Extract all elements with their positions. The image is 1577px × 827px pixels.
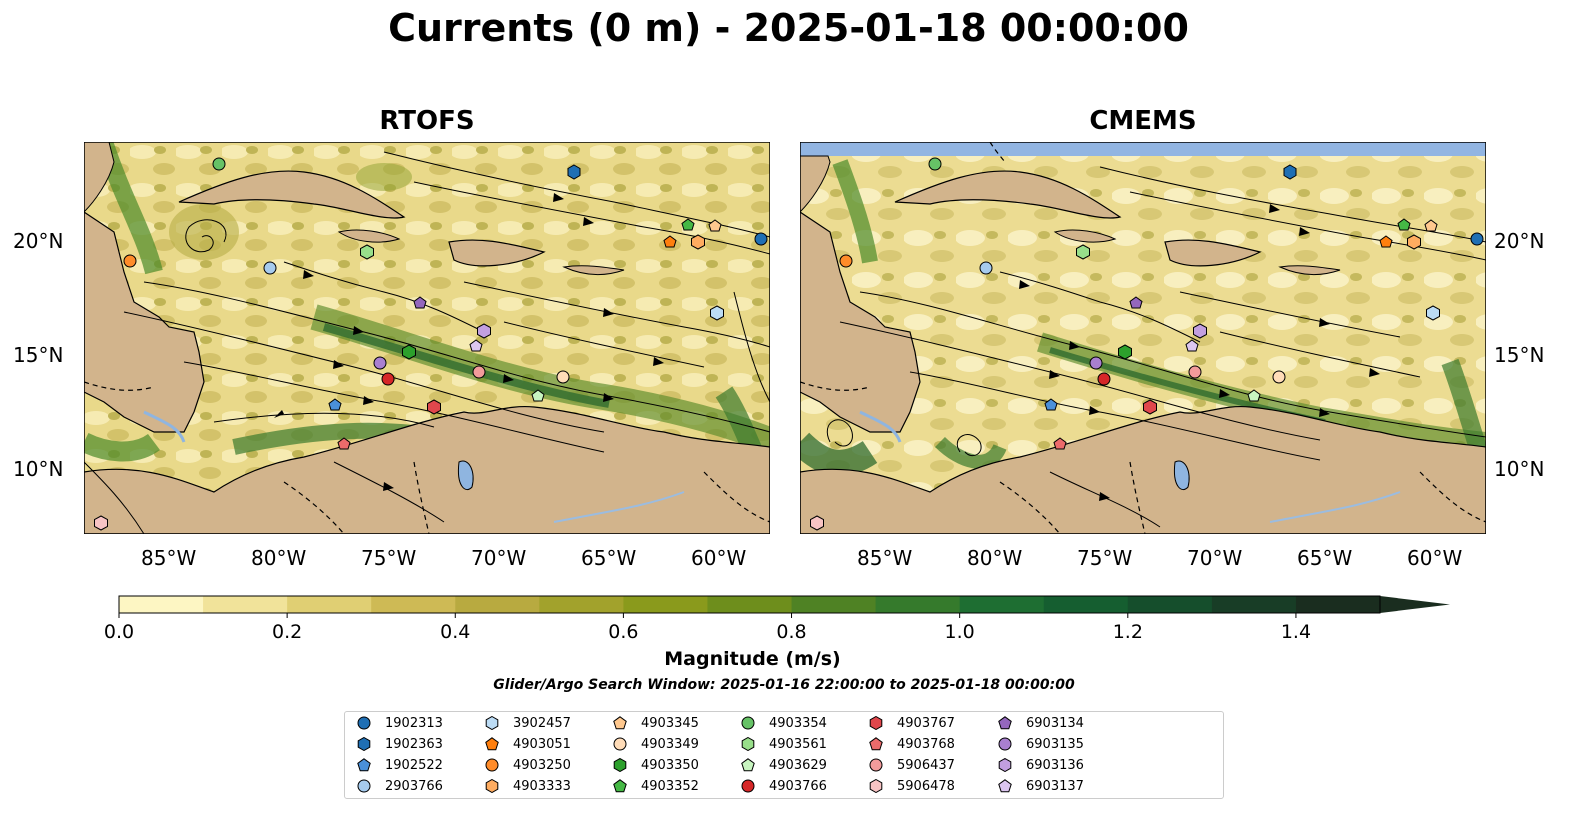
float-legend: 1902313 1902363 1902522 2903766 3902457 49030… xyxy=(344,711,1224,799)
lat-tick-15n-left: 15°N xyxy=(13,343,64,367)
legend-label: 1902313 xyxy=(385,716,443,731)
colorbar-segment xyxy=(707,596,793,613)
legend-label: 6903136 xyxy=(1026,758,1084,773)
legend-label: 4903333 xyxy=(513,779,571,794)
legend-label: 4903345 xyxy=(641,716,699,731)
legend-label: 4903767 xyxy=(897,716,955,731)
pentagon-marker-icon xyxy=(613,779,627,793)
legend-label: 4903349 xyxy=(641,737,699,752)
lat-tick-20n-left: 20°N xyxy=(13,229,64,253)
colorbar-tick-label: 0.8 xyxy=(776,621,807,643)
colorbar-segment xyxy=(287,596,372,613)
colorbar-segment xyxy=(959,596,1045,613)
legend-label: 4903629 xyxy=(769,758,827,773)
legend-label: 4903352 xyxy=(641,779,699,794)
pentagon-marker-icon xyxy=(869,737,883,751)
circle-marker-icon xyxy=(613,737,627,751)
colorbar-tick-label: 0.2 xyxy=(272,621,303,643)
hexagon-marker-icon xyxy=(357,737,371,751)
lat-tick-10n-left: 10°N xyxy=(13,457,64,481)
cmems-current-map xyxy=(800,142,1486,534)
hexagon-marker-icon xyxy=(741,737,755,751)
legend-label: 5906437 xyxy=(897,758,955,773)
colorbar-tick-label: 1.2 xyxy=(1112,621,1143,643)
colorbar-tick-label: 0.0 xyxy=(103,621,135,643)
lat-tick-15n-right: 15°N xyxy=(1494,343,1545,367)
lon-tick-80w-left: 80°W xyxy=(251,546,307,570)
colorbar-segment xyxy=(791,596,877,613)
legend-label: 5906478 xyxy=(897,779,955,794)
figure-title: Currents (0 m) - 2025-01-18 00:00:00 xyxy=(388,6,1189,50)
circle-marker-icon xyxy=(741,779,755,793)
colorbar-tick-label: 0.6 xyxy=(608,621,639,643)
hexagon-marker-icon xyxy=(869,779,883,793)
circle-marker-icon xyxy=(357,716,371,730)
circle-marker-icon xyxy=(869,758,883,772)
legend-label: 6903135 xyxy=(1026,737,1084,752)
legend-label: 1902522 xyxy=(385,758,443,773)
colorbar-extend-arrow xyxy=(1380,596,1450,613)
hexagon-marker-icon xyxy=(485,779,499,793)
hexagon-marker-icon xyxy=(998,758,1012,772)
legend-label: 4903766 xyxy=(769,779,827,794)
colorbar-segment xyxy=(1043,596,1129,613)
circle-marker-icon xyxy=(998,737,1012,751)
circle-marker-icon xyxy=(741,716,755,730)
pentagon-marker-icon xyxy=(613,716,627,730)
cmems-panel-title: CMEMS xyxy=(1089,106,1197,136)
legend-label: 4903354 xyxy=(769,716,827,731)
hexagon-marker-icon xyxy=(485,716,499,730)
legend-label: 6903134 xyxy=(1026,716,1084,731)
colorbar-segment xyxy=(623,596,708,613)
circle-marker-icon xyxy=(357,779,371,793)
colorbar-segment xyxy=(371,596,456,613)
legend-label: 6903137 xyxy=(1026,779,1084,794)
legend-label: 4903768 xyxy=(897,737,955,752)
pentagon-marker-icon xyxy=(357,758,371,772)
colorbar-segment xyxy=(455,596,540,613)
hexagon-marker-icon xyxy=(869,716,883,730)
colorbar-label: Magnitude (m/s) xyxy=(664,648,841,670)
rtofs-current-map xyxy=(84,142,770,534)
circle-marker-icon xyxy=(485,758,499,772)
legend-label: 4903350 xyxy=(641,758,699,773)
pentagon-marker-icon xyxy=(485,737,499,751)
pentagon-marker-icon xyxy=(998,716,1012,730)
legend-label: 1902363 xyxy=(385,737,443,752)
lon-tick-85w-right: 85°W xyxy=(857,546,913,570)
lon-tick-70w-right: 70°W xyxy=(1187,546,1243,570)
lon-tick-75w-left: 75°W xyxy=(361,546,417,570)
colorbar-segment xyxy=(203,596,288,613)
rtofs-panel-title: RTOFS xyxy=(379,106,475,136)
legend-label: 4903051 xyxy=(513,737,571,752)
lon-tick-70w-left: 70°W xyxy=(471,546,527,570)
search-window-note: Glider/Argo Search Window: 2025-01-16 22… xyxy=(493,677,1075,693)
legend-label: 4903250 xyxy=(513,758,571,773)
lon-tick-60w-right: 60°W xyxy=(1407,546,1463,570)
legend-label: 4903561 xyxy=(769,737,827,752)
lon-tick-85w-left: 85°W xyxy=(141,546,197,570)
lat-tick-10n-right: 10°N xyxy=(1494,457,1545,481)
lon-tick-65w-right: 65°W xyxy=(1297,546,1353,570)
lon-tick-65w-left: 65°W xyxy=(581,546,637,570)
colorbar-segment xyxy=(875,596,961,613)
lon-tick-80w-right: 80°W xyxy=(967,546,1023,570)
lon-tick-75w-right: 75°W xyxy=(1077,546,1133,570)
lat-tick-20n-right: 20°N xyxy=(1494,229,1545,253)
legend-label: 2903766 xyxy=(385,779,443,794)
colorbar-tick-label: 0.4 xyxy=(440,621,471,643)
magnitude-colorbar xyxy=(118,595,1450,618)
colorbar-tick-label: 1.0 xyxy=(944,621,975,643)
colorbar-segment xyxy=(539,596,624,613)
colorbar-segment xyxy=(1127,596,1213,613)
lon-tick-60w-left: 60°W xyxy=(691,546,747,570)
legend-label: 3902457 xyxy=(513,716,571,731)
colorbar-segment xyxy=(1211,596,1297,613)
pentagon-marker-icon xyxy=(998,779,1012,793)
hexagon-marker-icon xyxy=(613,758,627,772)
pentagon-marker-icon xyxy=(741,758,755,772)
colorbar-segment xyxy=(119,596,204,613)
colorbar-tick-label: 1.4 xyxy=(1280,621,1312,643)
colorbar-segment xyxy=(1295,596,1381,613)
